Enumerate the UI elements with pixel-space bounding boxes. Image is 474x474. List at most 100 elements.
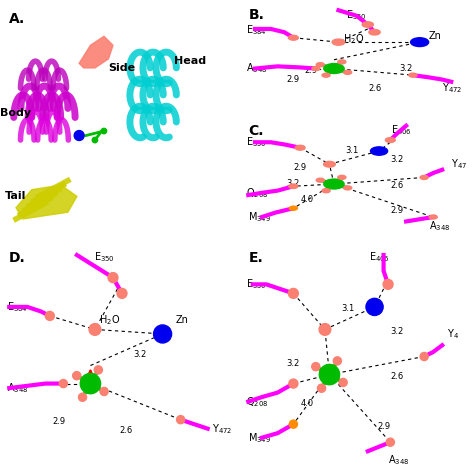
Text: E$_{350}$: E$_{350}$ — [246, 136, 267, 149]
Text: 2.9: 2.9 — [305, 66, 318, 75]
Circle shape — [344, 71, 352, 74]
Circle shape — [344, 186, 352, 190]
Circle shape — [312, 66, 320, 71]
Text: E$_{350}$: E$_{350}$ — [246, 277, 267, 291]
Text: 4.0: 4.0 — [301, 399, 313, 408]
Text: 2.9: 2.9 — [287, 75, 300, 84]
Circle shape — [429, 215, 437, 219]
Circle shape — [94, 366, 102, 374]
Text: H$_2$O: H$_2$O — [343, 32, 364, 46]
Text: 2.9: 2.9 — [377, 422, 390, 431]
Circle shape — [289, 420, 297, 428]
Circle shape — [338, 175, 346, 179]
Text: E$_{406}$: E$_{406}$ — [391, 124, 412, 137]
Text: Tail: Tail — [5, 191, 27, 201]
Circle shape — [79, 393, 87, 401]
Circle shape — [338, 60, 346, 64]
Circle shape — [339, 378, 347, 386]
Text: 3.2: 3.2 — [400, 64, 413, 73]
Text: Y$_{472}$: Y$_{472}$ — [442, 82, 463, 95]
Circle shape — [386, 438, 394, 446]
Text: 3.2: 3.2 — [133, 349, 146, 358]
Text: 4.0: 4.0 — [301, 195, 313, 204]
Circle shape — [289, 379, 298, 388]
Circle shape — [108, 273, 118, 283]
Text: E$_{384}$: E$_{384}$ — [7, 300, 28, 314]
Circle shape — [101, 128, 107, 134]
Text: 3.2: 3.2 — [287, 358, 300, 367]
Circle shape — [89, 324, 101, 335]
Text: 3.1: 3.1 — [346, 146, 359, 155]
Circle shape — [177, 416, 185, 424]
Circle shape — [366, 298, 383, 316]
Circle shape — [74, 130, 84, 140]
Text: M$_{349}$: M$_{349}$ — [248, 431, 271, 445]
Circle shape — [409, 73, 417, 77]
Circle shape — [316, 178, 324, 182]
Text: A$_{348}$: A$_{348}$ — [388, 453, 410, 467]
Text: Y$_{472}$: Y$_{472}$ — [212, 422, 233, 436]
Text: Head: Head — [173, 56, 206, 66]
Circle shape — [371, 147, 388, 155]
Polygon shape — [16, 185, 77, 219]
Text: C.: C. — [248, 124, 264, 137]
Circle shape — [289, 184, 298, 189]
Polygon shape — [79, 36, 113, 68]
Circle shape — [322, 73, 330, 77]
Text: A$_{348}$: A$_{348}$ — [7, 381, 28, 395]
Text: E$_{406}$: E$_{406}$ — [369, 251, 390, 264]
Text: Y$_4$: Y$_4$ — [447, 327, 459, 341]
Text: 2.9: 2.9 — [391, 206, 404, 215]
Circle shape — [288, 36, 298, 40]
Circle shape — [333, 357, 341, 365]
Circle shape — [289, 206, 297, 210]
Text: Zn: Zn — [176, 315, 189, 326]
Circle shape — [117, 288, 127, 298]
Circle shape — [420, 175, 428, 180]
Text: Y$_{47}$: Y$_{47}$ — [451, 157, 467, 171]
Circle shape — [369, 29, 380, 35]
Text: Q$_{208}$: Q$_{208}$ — [246, 395, 268, 409]
Circle shape — [295, 146, 305, 150]
Text: E$_{350}$: E$_{350}$ — [93, 251, 114, 264]
Circle shape — [319, 324, 331, 335]
Circle shape — [316, 63, 324, 67]
Text: 2.6: 2.6 — [391, 182, 404, 191]
Text: Q$_{208}$: Q$_{208}$ — [246, 186, 268, 200]
Circle shape — [324, 64, 344, 73]
Circle shape — [154, 325, 172, 343]
Circle shape — [410, 38, 428, 46]
Circle shape — [324, 179, 344, 189]
Circle shape — [420, 353, 428, 361]
Circle shape — [92, 137, 98, 143]
Text: E.: E. — [248, 251, 263, 264]
Circle shape — [318, 384, 326, 392]
Text: A.: A. — [9, 11, 26, 26]
Circle shape — [100, 387, 108, 395]
Circle shape — [73, 372, 81, 380]
Circle shape — [322, 189, 330, 193]
Text: 2.9: 2.9 — [293, 163, 307, 172]
Text: 2.6: 2.6 — [368, 83, 381, 92]
Circle shape — [332, 39, 345, 45]
Circle shape — [362, 22, 374, 27]
Text: H$_2$O: H$_2$O — [100, 313, 121, 328]
Circle shape — [80, 374, 100, 394]
Text: 2.9: 2.9 — [52, 417, 65, 426]
Circle shape — [312, 363, 320, 371]
Text: 3.2: 3.2 — [287, 179, 300, 188]
Text: 2.6: 2.6 — [391, 372, 404, 381]
Text: 2.6: 2.6 — [120, 426, 133, 435]
Circle shape — [385, 137, 395, 143]
Text: Body: Body — [0, 108, 32, 118]
Text: Zn: Zn — [428, 30, 442, 41]
Circle shape — [324, 161, 335, 167]
Text: 3.2: 3.2 — [391, 327, 404, 336]
Circle shape — [59, 380, 67, 388]
Circle shape — [288, 288, 298, 298]
Circle shape — [46, 311, 55, 320]
Text: 3.2: 3.2 — [391, 155, 404, 164]
Circle shape — [383, 279, 393, 289]
Text: Side: Side — [109, 63, 136, 73]
Circle shape — [319, 365, 339, 385]
